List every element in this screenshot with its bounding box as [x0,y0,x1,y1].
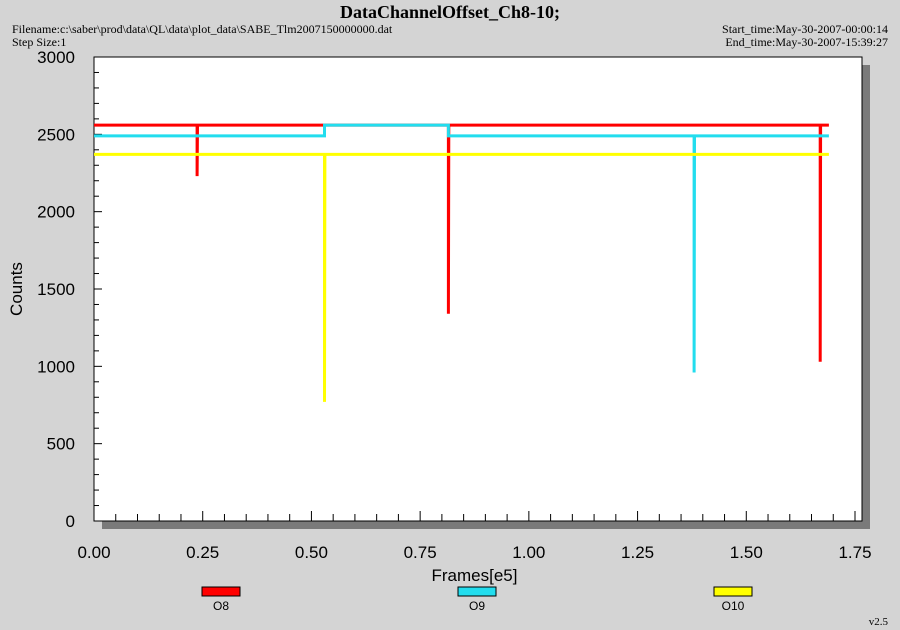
y-tick-label: 3000 [37,48,75,67]
x-tick-label: 0.25 [186,543,219,562]
start-time-label: Start_time:May-30-2007-00:00:14 [722,22,888,36]
legend-swatch-o9 [457,586,497,597]
end-time-label: End_time:May-30-2007-15:39:27 [725,35,888,49]
series-line-o10 [94,152,829,402]
series-line-o9 [94,123,829,373]
legend-swatch-o8 [201,586,241,597]
x-tick-label: 0.50 [295,543,328,562]
file-info: Filename:c:\saber\prod\data\QL\data\plot… [12,23,392,49]
y-tick-label: 500 [47,435,75,454]
legend-swatch-o10 [713,586,753,597]
y-axis-label: Counts [7,262,26,316]
x-tick-label: 0.00 [77,543,110,562]
y-tick-label: 1500 [37,280,75,299]
series-line-o8 [94,123,829,362]
y-tick-label: 2500 [37,125,75,144]
x-tick-label: 1.75 [838,543,871,562]
version-label: v2.5 [868,616,888,628]
x-axis-label: Frames[e5] [432,566,518,585]
y-tick-label: 2000 [37,203,75,222]
y-tick-label: 0 [66,512,75,531]
time-info: Start_time:May-30-2007-00:00:14 End_time… [722,23,888,49]
x-tick-label: 0.75 [404,543,437,562]
x-tick-label: 1.25 [621,543,654,562]
x-tick-label: 1.50 [730,543,763,562]
chart-title: DataChannelOffset_Ch8-10; [340,2,560,22]
y-tick-label: 1000 [37,357,75,376]
x-tick-label: 1.00 [512,543,545,562]
legend-label-o10: O10 [722,599,745,613]
filename-label: Filename:c:\saber\prod\data\QL\data\plot… [12,22,393,36]
plot-area [93,56,863,522]
legend-label-o8: O8 [213,599,229,613]
step-size-label: Step Size:1 [12,35,67,49]
legend-label-o9: O9 [469,599,485,613]
